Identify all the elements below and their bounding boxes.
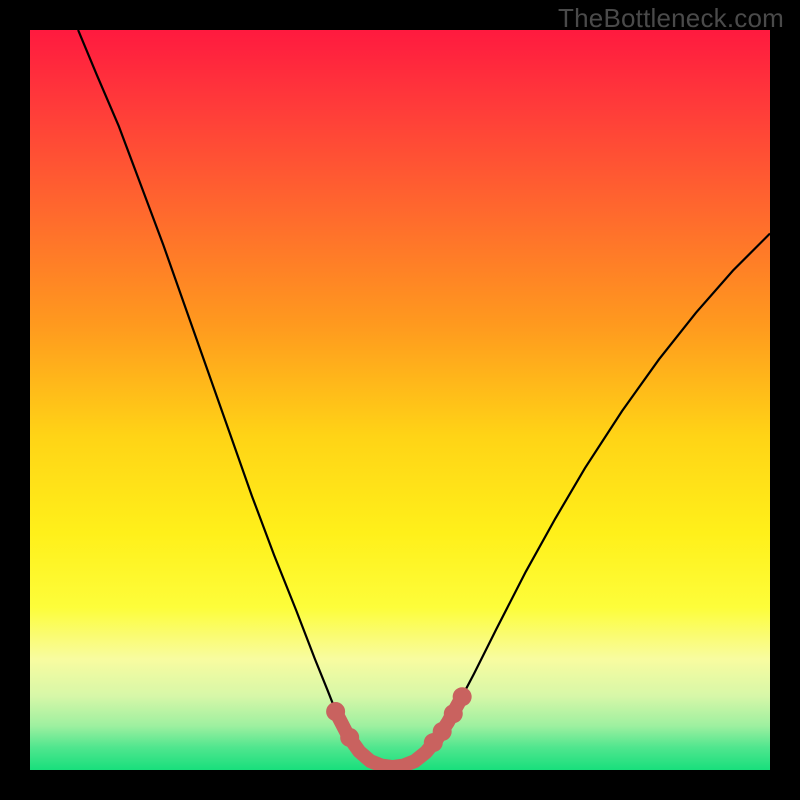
highlight-marker	[340, 728, 359, 747]
chart-stage: TheBottleneck.com	[0, 0, 800, 800]
highlight-marker	[326, 702, 345, 721]
highlight-marker	[444, 704, 463, 723]
highlight-markers	[326, 687, 472, 752]
chart-overlay-svg	[30, 30, 770, 770]
plot-area	[30, 30, 770, 770]
highlight-marker	[433, 722, 452, 741]
highlight-marker	[453, 687, 472, 706]
bottleneck-curve	[78, 30, 770, 767]
